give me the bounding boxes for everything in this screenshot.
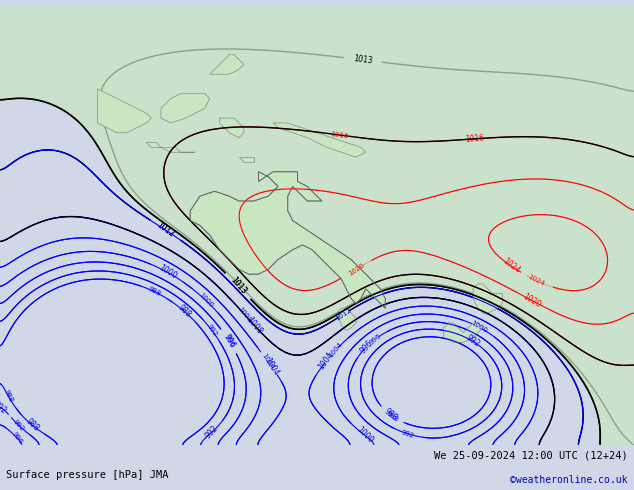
- Polygon shape: [210, 55, 244, 74]
- Text: 996: 996: [223, 334, 235, 348]
- Text: 1016: 1016: [465, 134, 485, 144]
- Text: 1013: 1013: [353, 54, 373, 66]
- Text: 996: 996: [368, 333, 382, 346]
- Text: 1000: 1000: [157, 264, 178, 281]
- Text: 1008: 1008: [245, 315, 264, 336]
- Text: 1020: 1020: [347, 262, 365, 277]
- Polygon shape: [339, 308, 356, 330]
- Text: 1016: 1016: [330, 131, 349, 139]
- Polygon shape: [219, 118, 244, 138]
- Text: 1020: 1020: [522, 292, 543, 309]
- Polygon shape: [146, 143, 195, 152]
- Text: 992: 992: [205, 323, 218, 338]
- Text: 992: 992: [464, 333, 481, 349]
- Text: 996: 996: [359, 338, 375, 355]
- Text: 992: 992: [0, 399, 8, 416]
- Text: 992: 992: [401, 429, 415, 439]
- Polygon shape: [473, 284, 502, 313]
- Text: 1024: 1024: [501, 257, 521, 275]
- Text: 988: 988: [23, 417, 41, 433]
- Polygon shape: [239, 157, 254, 162]
- Text: 1013: 1013: [228, 276, 248, 296]
- Text: 1004: 1004: [328, 341, 344, 359]
- Text: 1004: 1004: [317, 350, 335, 371]
- Polygon shape: [444, 323, 483, 343]
- Text: 988: 988: [385, 410, 399, 423]
- Text: 1000: 1000: [197, 292, 214, 309]
- Polygon shape: [273, 123, 366, 157]
- Polygon shape: [161, 94, 210, 123]
- Text: 988: 988: [382, 407, 399, 423]
- Polygon shape: [98, 89, 151, 133]
- Polygon shape: [190, 172, 385, 308]
- Text: Surface pressure [hPa] JMA: Surface pressure [hPa] JMA: [6, 470, 169, 480]
- Text: 1004: 1004: [260, 352, 275, 370]
- Text: 1012: 1012: [155, 220, 176, 239]
- Text: 1012: 1012: [155, 220, 176, 239]
- Text: 1012: 1012: [334, 307, 353, 322]
- Text: 1004: 1004: [262, 356, 280, 377]
- Text: 1024: 1024: [527, 274, 546, 287]
- Text: 988: 988: [148, 286, 162, 298]
- Text: 1008: 1008: [236, 306, 253, 323]
- Text: ©weatheronline.co.uk: ©weatheronline.co.uk: [510, 475, 628, 485]
- Text: 1000: 1000: [354, 425, 375, 445]
- Text: 992: 992: [204, 424, 220, 441]
- Text: 1013: 1013: [228, 276, 248, 296]
- Text: 996: 996: [10, 431, 23, 445]
- Text: 992: 992: [11, 418, 25, 432]
- Text: We 25-09-2024 12:00 UTC (12+24): We 25-09-2024 12:00 UTC (12+24): [434, 451, 628, 461]
- Text: 988: 988: [176, 303, 193, 320]
- Text: 1000: 1000: [470, 320, 488, 335]
- Text: 988: 988: [3, 389, 15, 404]
- Text: 996: 996: [221, 332, 236, 349]
